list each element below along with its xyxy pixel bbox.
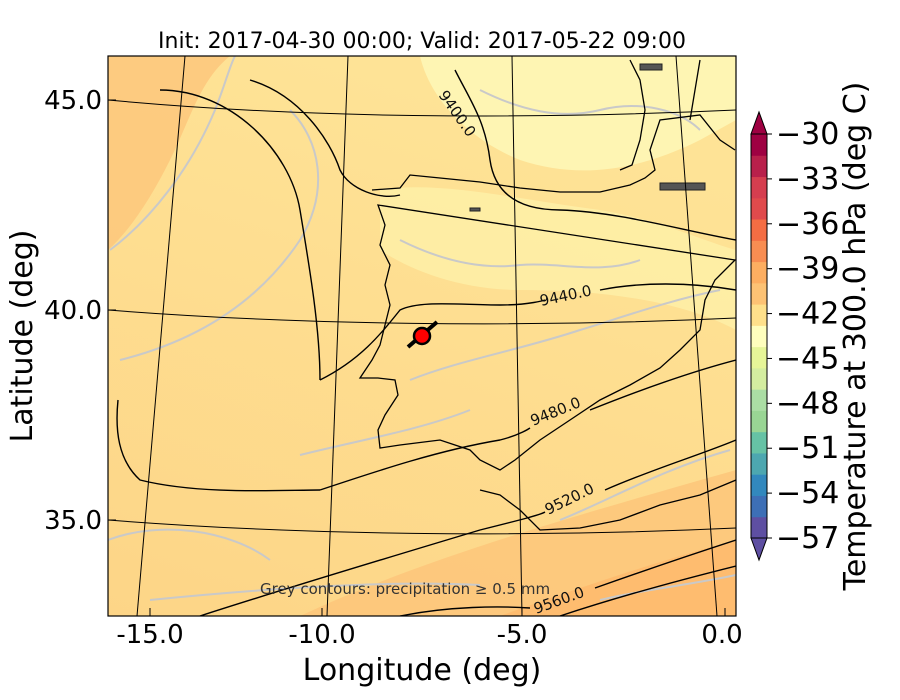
colorbar-swatch [751, 155, 767, 178]
height-contours [116, 69, 736, 616]
colorbar-swatch [751, 282, 767, 305]
location-marker [412, 326, 432, 346]
map-title: Init: 2017-04-30 00:00; Valid: 2017-05-2… [158, 29, 686, 54]
meridian-minus5 [511, 56, 523, 616]
x-tick-label: -10.0 [288, 620, 355, 650]
colorbar-swatch [751, 261, 767, 284]
coastline-france [619, 59, 701, 171]
colorbar: −30 −33 −36 −39 −42 −45 −48 −51 −54 −57 Temperatu… [750, 82, 873, 592]
x-axis: -15.0 -10.0 -5.0 0.0 Longitude (deg) [116, 608, 743, 688]
height-contour-9440 [319, 283, 736, 381]
map-frame [107, 55, 737, 617]
x-tick-label: 0.0 [701, 620, 742, 650]
x-tick-label: -5.0 [497, 620, 548, 650]
colorbar-swatch [751, 452, 767, 475]
coastline [358, 59, 736, 531]
colorbar-tick-label: −30 [776, 117, 839, 152]
colorbar-tick-label: −57 [776, 521, 839, 556]
y-axis-label: Latitude (deg) [5, 230, 40, 443]
cold-region-iberia [380, 187, 736, 330]
colorbar-swatch [751, 219, 767, 241]
colorbar-swatch [751, 134, 767, 156]
colorbar-min-extension [750, 537, 768, 562]
y-tick-label: 35.0 [44, 506, 102, 536]
colorbar-swatch [751, 431, 767, 454]
islands [469, 63, 706, 212]
coastline-iberia [358, 114, 736, 471]
colorbar-swatch [751, 495, 767, 518]
colorbar-swatch [751, 474, 767, 496]
colorbar-swatch [751, 346, 767, 369]
graticule [108, 56, 736, 616]
colorbar-swatch [751, 410, 767, 433]
colorbar-frame [750, 133, 768, 539]
height-contour-outer [116, 89, 321, 492]
island-group-3 [469, 207, 481, 212]
y-tick-label: 45.0 [44, 86, 102, 116]
parallel-40 [108, 309, 736, 325]
colorbar-swatch [751, 240, 767, 263]
height-contour-9400 [249, 69, 736, 241]
colorbar-swatch [751, 516, 767, 539]
colorbar-tick-label: −39 [776, 252, 839, 287]
colorbar-swatch [751, 325, 767, 348]
meridian-minus10 [326, 56, 349, 616]
y-tick-label: 40.0 [44, 296, 102, 326]
colorbar-tick-label: −51 [776, 431, 839, 466]
height-contour-lower [559, 565, 736, 616]
colorbar-swatch [751, 367, 767, 390]
precipitation-note: Grey contours: precipitation ≥ 0.5 mm [260, 580, 550, 598]
colorbar-max-extension [750, 110, 768, 135]
colorbar-tick-label: −33 [776, 162, 839, 197]
colorbar-tick-label: −36 [776, 207, 839, 242]
colorbar-tick-label: −42 [776, 297, 839, 332]
colorbar-label: Temperature at 300.0 hPa (deg C) [838, 82, 873, 592]
x-tick-label: -15.0 [116, 620, 183, 650]
y-axis: 45.0 40.0 35.0 Latitude (deg) [5, 86, 116, 536]
colorbar-swatch [751, 197, 767, 220]
colorbar-tick-label: −45 [776, 341, 839, 376]
island-group-2 [639, 63, 663, 71]
colorbar-tick-label: −48 [776, 386, 839, 421]
colorbar-swatch [751, 304, 767, 326]
parallel-35 [108, 519, 736, 535]
x-axis-label: Longitude (deg) [303, 653, 542, 688]
warm-region-northwest [108, 56, 230, 250]
meridian-0 [675, 56, 718, 616]
colorbar-tick-label: −54 [776, 476, 839, 511]
colorbar-swatch [751, 176, 767, 199]
colorbar-swatches [751, 134, 767, 539]
parallel-45 [108, 99, 736, 117]
height-contour-9480 [319, 359, 736, 491]
map-panel: 9400.0 9440.0 9480.0 9520.0 9560.0 Grey … [108, 56, 736, 616]
colorbar-ticks: −30 −33 −36 −39 −42 −45 −48 −51 −54 −57 [767, 117, 839, 556]
colorbar-swatch [751, 389, 767, 411]
height-contour-9560 [399, 539, 736, 616]
coastline-north-africa [479, 479, 736, 531]
island-group-1 [659, 182, 706, 191]
